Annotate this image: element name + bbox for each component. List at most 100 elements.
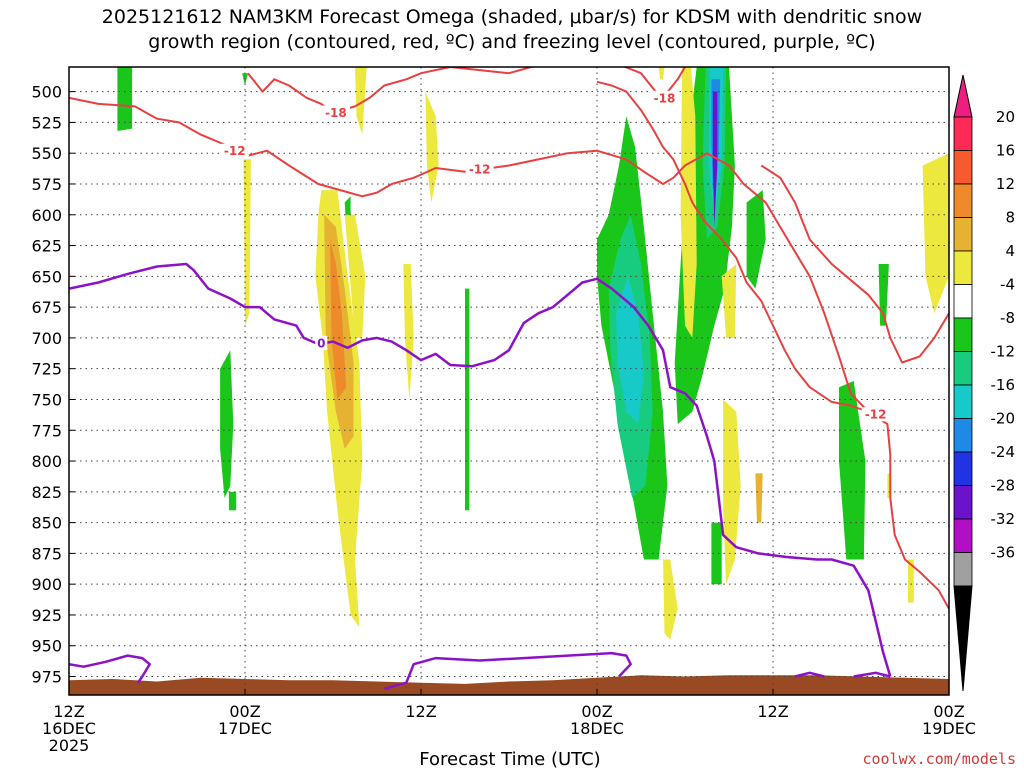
y-tick-label-12: 800: [31, 452, 62, 471]
omega-positive-region-15: [907, 559, 914, 603]
y-tick-label-10: 750: [31, 390, 62, 409]
omega-region-9: [117, 67, 133, 131]
y-tick-label-19: 975: [31, 668, 62, 687]
y-tick-label-8: 700: [31, 329, 62, 348]
y-tick-label-16: 900: [31, 575, 62, 594]
omega-region-17: [711, 522, 722, 585]
dgz-contour-3: [596, 80, 869, 413]
colorbar-label-4: 4: [1005, 242, 1015, 260]
omega-positive-region-10: [723, 399, 741, 585]
terrain-fill: [69, 675, 949, 695]
colorbar-cell-7: [953, 351, 973, 386]
y-tick-label-4: 600: [31, 206, 62, 225]
x-tick-label-2-0: 12Z: [405, 702, 436, 721]
omega-region-12: [228, 491, 237, 511]
omega-positive-region-11: [755, 473, 763, 523]
colorbar-label-12: -32: [991, 510, 1016, 528]
contour-label-bg-2: [220, 143, 249, 158]
colorbar-cell-0: [953, 116, 973, 151]
x-tick-label-0-0: 12Z: [53, 702, 84, 721]
contour-label-1: -18: [654, 91, 676, 105]
x-tick-label-1-0: 00Z: [229, 702, 260, 721]
x-tick-label-3-0: 00Z: [581, 702, 612, 721]
omega-region-8: [746, 190, 766, 289]
colorbar-cell-1: [953, 150, 973, 185]
contour-label-bg-1: [650, 90, 679, 105]
omega-region-2: [616, 276, 644, 425]
colorbar-label-0: 20: [996, 108, 1015, 126]
colorbar-cell-9: [953, 418, 973, 453]
y-tick-label-15: 875: [31, 544, 62, 563]
colorbar-cell-12: [953, 518, 973, 553]
colorbar-label-11: -28: [991, 477, 1016, 495]
contour-label-0: -18: [325, 106, 347, 120]
colorbar: 20 16 12 8 4 -4 -8 -12 -16 -20 -24 -28 -32 -36: [953, 74, 1016, 692]
y-tick-label-2: 550: [31, 144, 62, 163]
freezing-contour-0: [69, 262, 892, 677]
y-tick-label-5: 625: [31, 237, 62, 256]
y-tick-label-9: 725: [31, 360, 62, 379]
colorbar-label-8: -16: [991, 376, 1016, 394]
omega-positive-region-4: [243, 159, 251, 326]
y-tick-label-6: 650: [31, 267, 62, 286]
colorbar-cell-3: [953, 217, 973, 252]
colorbar-cell-8: [953, 384, 973, 419]
x-axis-title: Forecast Time (UTC): [419, 749, 600, 768]
freezing-contour-4: [853, 671, 891, 678]
colorbar-label-7: -12: [991, 343, 1016, 361]
colorbar-top-arrow: [953, 74, 973, 118]
x-tick-label-3-1: 18DEC: [570, 719, 624, 738]
y-tick-label-0: 500: [31, 83, 62, 102]
contour-label-5: 0: [317, 336, 325, 350]
contour-label-layer: -18 -18 -12 -12 -12 0: [220, 90, 890, 422]
colorbar-label-1: 16: [996, 142, 1015, 160]
omega-positive-region-16: [658, 67, 665, 80]
x-tick-label-0-1: 16DEC: [42, 719, 96, 738]
omega-positive-region-8: [680, 67, 697, 338]
colorbar-label-3: 8: [1005, 209, 1015, 227]
freezing-contour-1: [69, 654, 151, 684]
omega-positive-region-5: [403, 264, 414, 400]
contour-label-2: -12: [224, 144, 246, 158]
y-tick-label-13: 825: [31, 483, 62, 502]
omega-region-11: [220, 350, 234, 498]
colorbar-cell-13: [953, 552, 973, 587]
colorbar-label-5: -4: [1000, 276, 1015, 294]
omega-positive-region-13: [922, 153, 949, 314]
y-tick-label-7: 675: [31, 298, 62, 317]
x-tick-label-4-0: 12Z: [757, 702, 788, 721]
dgz-contour-4: [760, 164, 949, 364]
omega-positive-region-9: [721, 264, 737, 338]
contour-label-bg-0: [321, 105, 350, 120]
y-axis-ticks: 500 525 550 575 600 625 650 675 700 725 750 775 800 8…: [31, 83, 75, 687]
y-tick-label-17: 925: [31, 606, 62, 625]
colorbar-cell-6: [953, 317, 973, 352]
colorbar-cell-10: [953, 451, 973, 486]
omega-shading-layer: [117, 67, 949, 640]
colorbar-cell-2: [953, 183, 973, 218]
chart-title-line2: growth region (contoured, red, ºC) and f…: [148, 31, 875, 53]
plot-frame: [68, 66, 950, 696]
terrain-layer: [69, 675, 949, 695]
x-tick-label-0-2: 2025: [49, 736, 90, 755]
colorbar-label-9: -20: [991, 410, 1016, 428]
grid-layer: [69, 67, 949, 695]
y-tick-label-11: 775: [31, 421, 62, 440]
colorbar-label-6: -8: [1000, 309, 1015, 327]
x-tick-label-5-0: 00Z: [933, 702, 964, 721]
contour-layer: [69, 67, 949, 691]
colorbar-cell-11: [953, 485, 973, 520]
colorbar-label-2: 12: [996, 175, 1015, 193]
contour-label-4: -12: [865, 408, 887, 422]
y-tick-label-3: 575: [31, 175, 62, 194]
contour-label-bg-3: [465, 162, 494, 177]
y-tick-label-18: 950: [31, 637, 62, 656]
y-tick-label-1: 525: [31, 113, 62, 132]
colorbar-label-10: -24: [991, 443, 1016, 461]
omega-region-15: [839, 381, 866, 560]
colorbar-cell-5: [953, 284, 973, 319]
colorbar-label-13: -36: [991, 544, 1016, 562]
omega-region-14: [465, 288, 470, 511]
